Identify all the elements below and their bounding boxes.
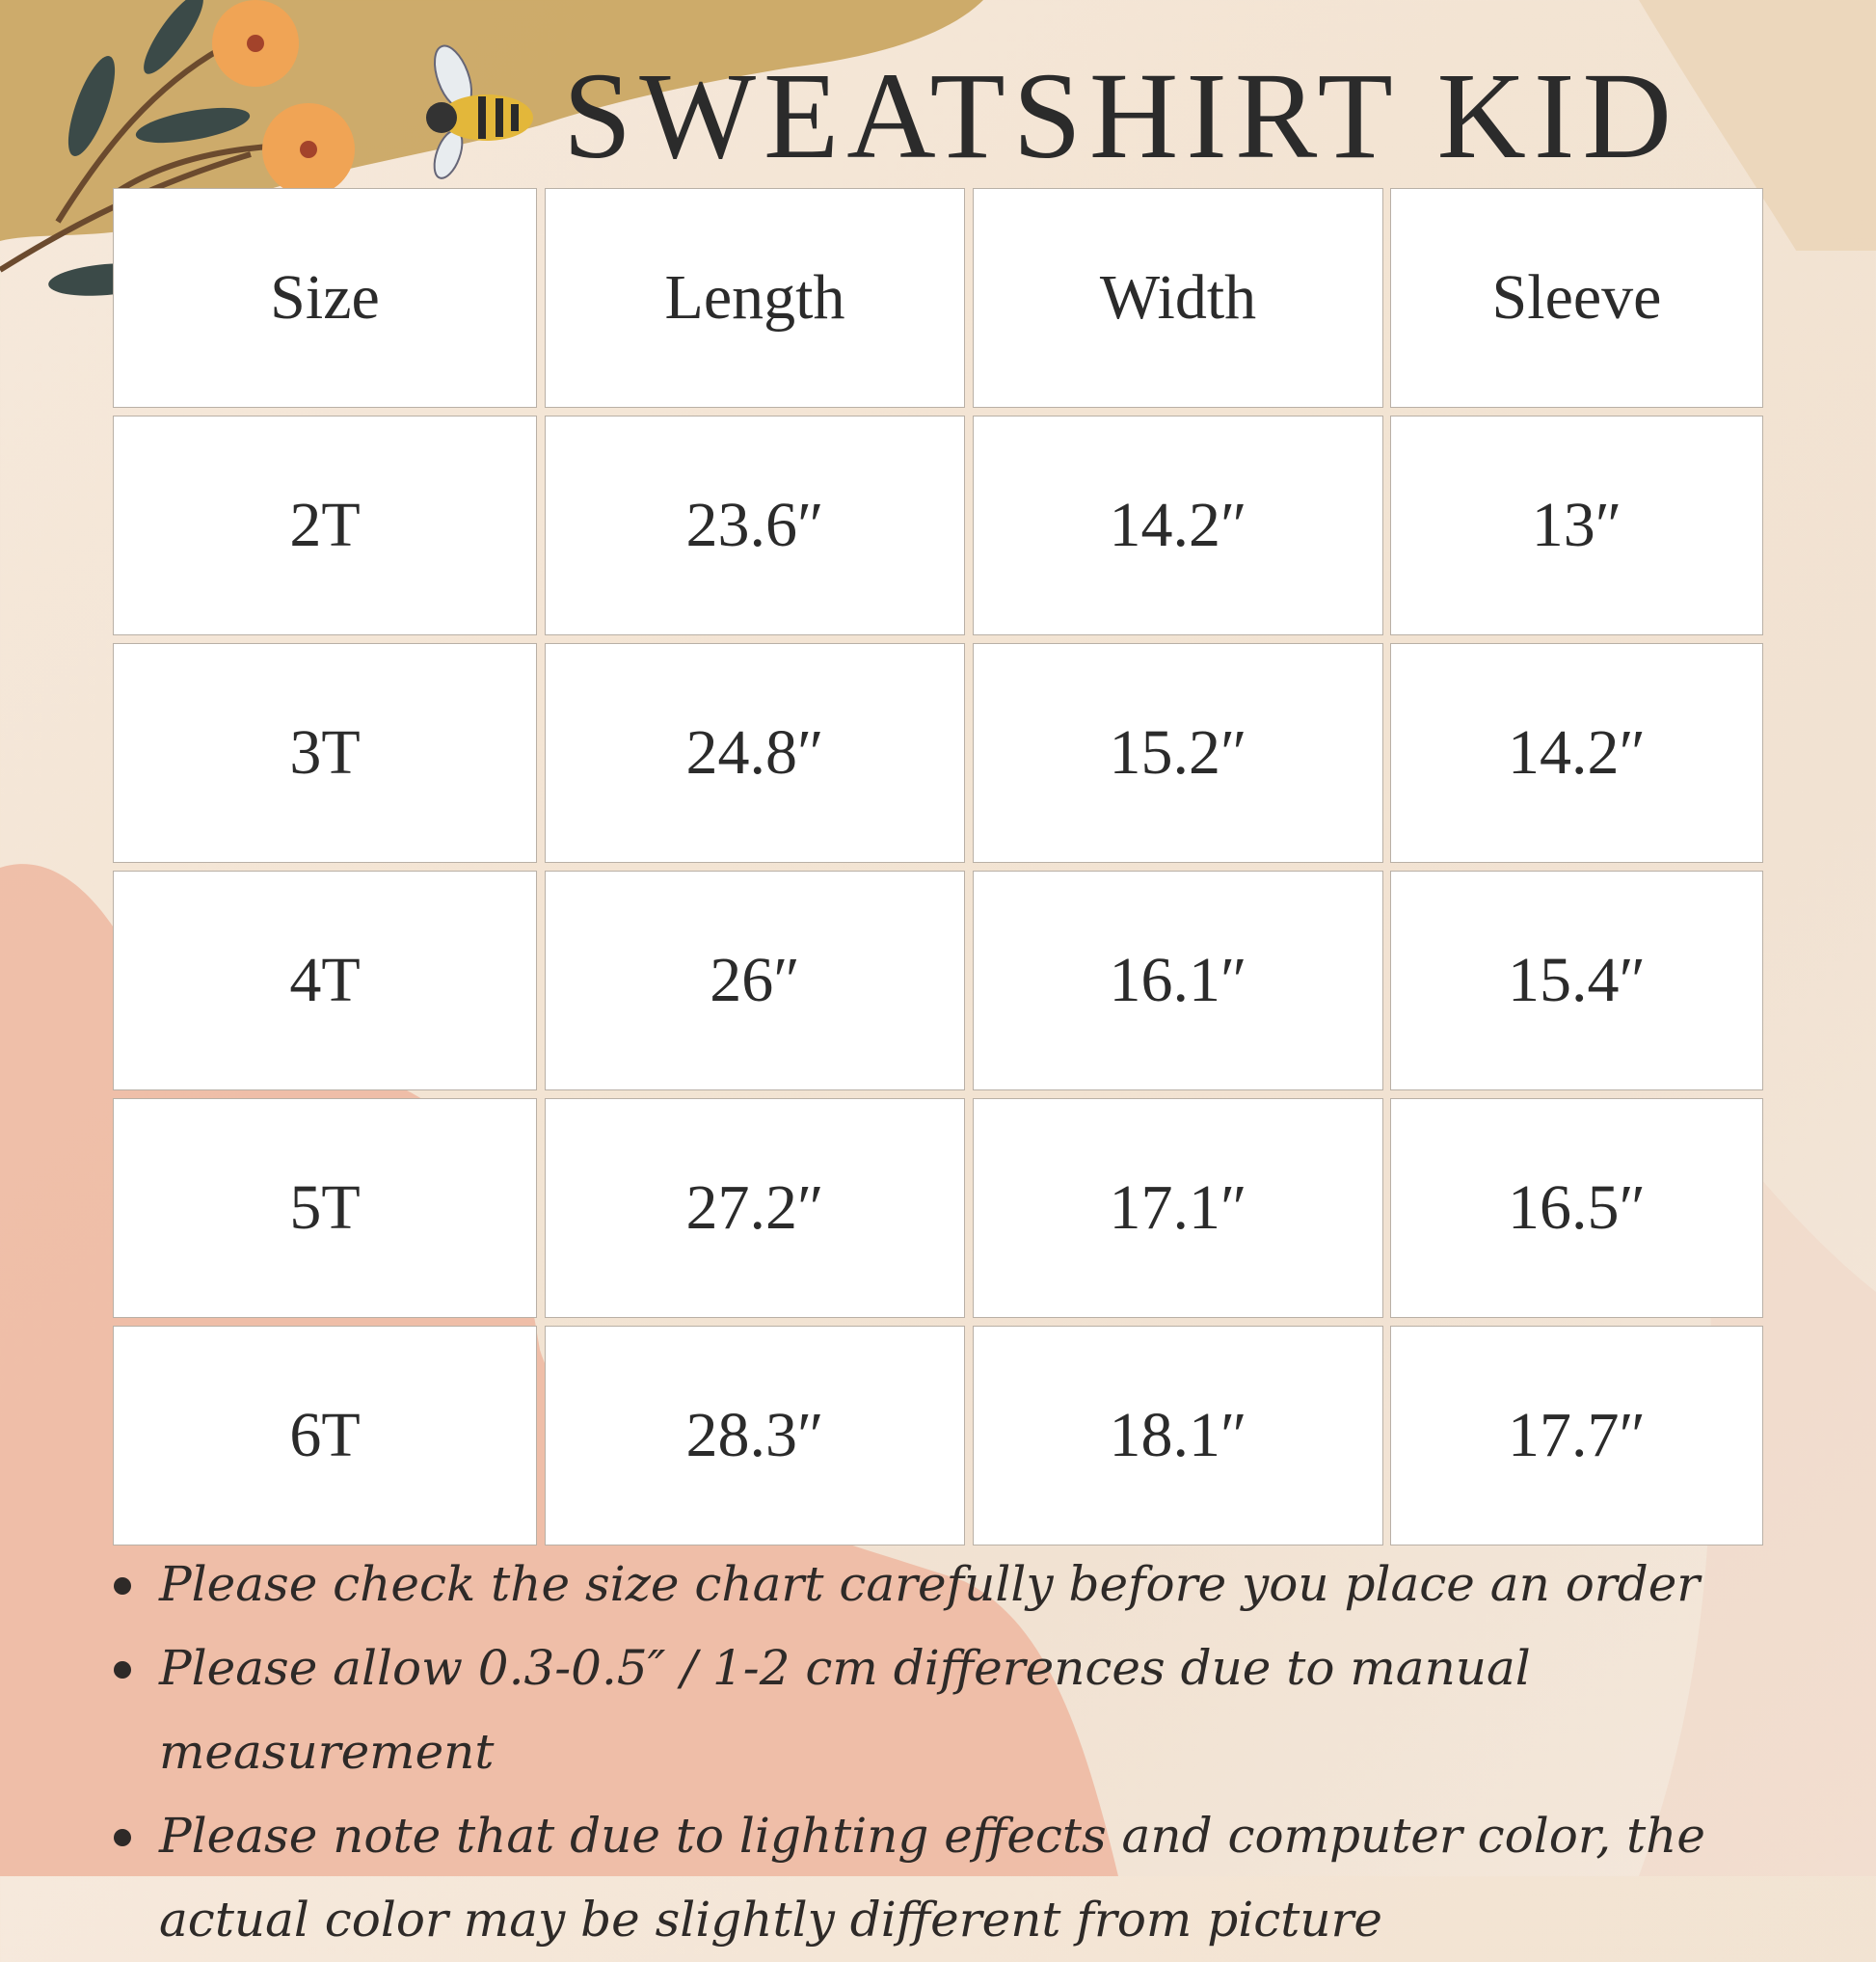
table-cell: 27.2″ xyxy=(545,1098,965,1318)
table-cell: 2T xyxy=(113,416,537,635)
table-cell: 5T xyxy=(113,1098,537,1318)
note-text: Please note that due to lighting effects… xyxy=(159,1808,1705,1948)
table-cell: 28.3″ xyxy=(545,1326,965,1545)
bullet xyxy=(114,1577,131,1595)
header-cell: Width xyxy=(973,188,1383,408)
note-item: Please check the size chart carefully be… xyxy=(106,1543,1841,1626)
note-item: Please note that due to lighting effects… xyxy=(106,1794,1841,1962)
table-cell: 4T xyxy=(113,871,537,1090)
note-item: Please allow 0.3-0.5″ / 1-2 cm differenc… xyxy=(106,1626,1841,1794)
table-cell: 26″ xyxy=(545,871,965,1090)
note-text: Please allow 0.3-0.5″ / 1-2 cm differenc… xyxy=(159,1640,1531,1780)
table-cell: 16.5″ xyxy=(1390,1098,1763,1318)
header-cell: Sleeve xyxy=(1390,188,1763,408)
notes-list: Please check the size chart carefully be… xyxy=(106,1543,1841,1962)
note-text: Please check the size chart carefully be… xyxy=(159,1556,1701,1612)
table-cell: 16.1″ xyxy=(973,871,1383,1090)
table-cell: 14.2″ xyxy=(1390,643,1763,863)
page-title: SWEATSHIRT KID xyxy=(563,47,1679,184)
table-cell: 17.7″ xyxy=(1390,1326,1763,1545)
header-cell: Length xyxy=(545,188,965,408)
table-cell: 15.2″ xyxy=(973,643,1383,863)
table-cell: 6T xyxy=(113,1326,537,1545)
bullet xyxy=(114,1829,131,1846)
table-cell: 17.1″ xyxy=(973,1098,1383,1318)
table-cell: 24.8″ xyxy=(545,643,965,863)
bullet xyxy=(114,1661,131,1679)
table-cell: 13″ xyxy=(1390,416,1763,635)
table-cell: 14.2″ xyxy=(973,416,1383,635)
bee-icon xyxy=(426,44,533,179)
table-cell: 23.6″ xyxy=(545,416,965,635)
table-cell: 15.4″ xyxy=(1390,871,1763,1090)
table-cell: 18.1″ xyxy=(973,1326,1383,1545)
table-cell: 3T xyxy=(113,643,537,863)
header-cell: Size xyxy=(113,188,537,408)
